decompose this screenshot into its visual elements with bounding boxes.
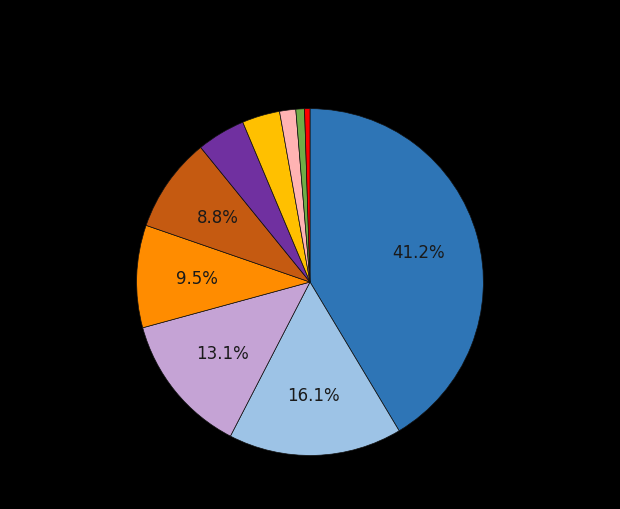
Wedge shape xyxy=(304,109,310,282)
Wedge shape xyxy=(310,109,484,431)
Wedge shape xyxy=(146,148,310,282)
Legend: £300k-£400k, £250k-£300k, £400k-£500k, £150k-£200k, £200k-£250k, £500k-£750k, £1: £300k-£400k, £250k-£300k, £400k-£500k, £… xyxy=(86,0,534,6)
Wedge shape xyxy=(243,112,310,282)
Wedge shape xyxy=(136,226,310,328)
Wedge shape xyxy=(280,110,310,282)
Text: 16.1%: 16.1% xyxy=(287,386,340,404)
Wedge shape xyxy=(201,123,310,282)
Text: 9.5%: 9.5% xyxy=(177,270,218,288)
Text: 13.1%: 13.1% xyxy=(196,344,249,362)
Wedge shape xyxy=(231,282,399,456)
Text: 41.2%: 41.2% xyxy=(392,243,445,262)
Wedge shape xyxy=(143,282,310,436)
Wedge shape xyxy=(296,109,310,282)
Text: 8.8%: 8.8% xyxy=(197,209,239,227)
